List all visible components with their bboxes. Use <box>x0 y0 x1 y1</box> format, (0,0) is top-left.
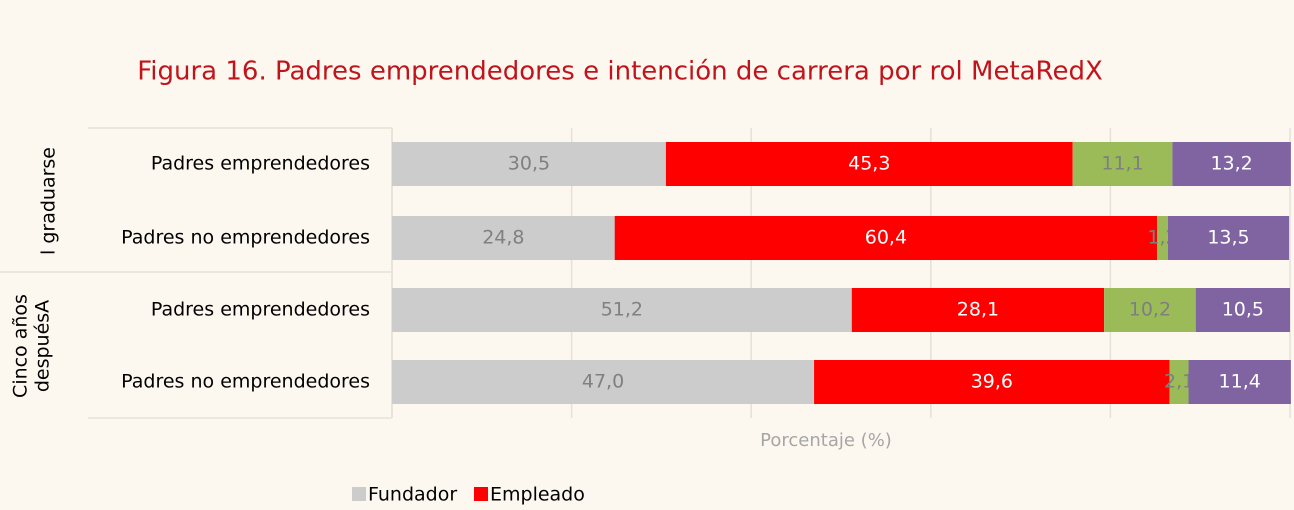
data-label: 11,1 <box>1101 153 1143 175</box>
data-label: 60,4 <box>865 227 907 249</box>
y-tick-label: Padres emprendedores <box>151 299 370 321</box>
legend-label: Empleado <box>490 484 585 506</box>
data-label: 11,4 <box>1219 371 1261 393</box>
bar-segment <box>665 142 1073 186</box>
bar-segment <box>1104 288 1196 332</box>
data-label: 45,3 <box>848 153 890 175</box>
group-label: despuésA <box>32 300 54 392</box>
data-label: 10,5 <box>1222 299 1264 321</box>
x-axis-title: Porcentaje (%) <box>760 430 892 451</box>
bar-segment <box>851 288 1105 332</box>
bar-segment <box>614 216 1158 260</box>
bar-segment <box>392 216 615 260</box>
data-label: 39,6 <box>971 371 1013 393</box>
data-label: 24,8 <box>482 227 524 249</box>
legend-label: Fundador <box>368 484 457 506</box>
bar-segment <box>1188 360 1291 404</box>
bar-segment <box>1172 142 1291 186</box>
data-label: 51,2 <box>601 299 643 321</box>
data-label: 10,2 <box>1129 299 1171 321</box>
legend-swatch <box>352 487 366 501</box>
group-label: l graduarse <box>38 147 60 255</box>
bar-segment <box>392 142 666 186</box>
y-tick-label: Padres emprendedores <box>151 153 370 175</box>
bar-segment <box>1072 142 1173 186</box>
data-label: 13,2 <box>1210 153 1252 175</box>
bar-segment <box>1169 360 1189 404</box>
data-label: 13,5 <box>1207 227 1249 249</box>
data-label: 47,0 <box>582 371 624 393</box>
group-label: Cinco años <box>10 294 32 398</box>
bar-segment <box>392 288 852 332</box>
bar-segment <box>814 360 1170 404</box>
bar-segment <box>1157 216 1168 260</box>
bars: 30,5 45,3 11,1 13,224,8 60,4 1,2 13,551,2 28,1 1… <box>392 142 1291 404</box>
chart-title: Figura 16. Padres emprendedores e intenc… <box>137 57 1103 87</box>
y-tick-label: Padres no emprendedores <box>121 371 370 393</box>
data-label: 30,5 <box>508 153 550 175</box>
data-label: 28,1 <box>957 299 999 321</box>
data-label: 2,1 <box>1164 371 1194 393</box>
bar-segment <box>1195 288 1290 332</box>
legend-swatch <box>474 487 488 501</box>
bar-segment <box>392 360 815 404</box>
bar-segment <box>1167 216 1290 260</box>
y-tick-label: Padres no emprendedores <box>121 227 370 249</box>
